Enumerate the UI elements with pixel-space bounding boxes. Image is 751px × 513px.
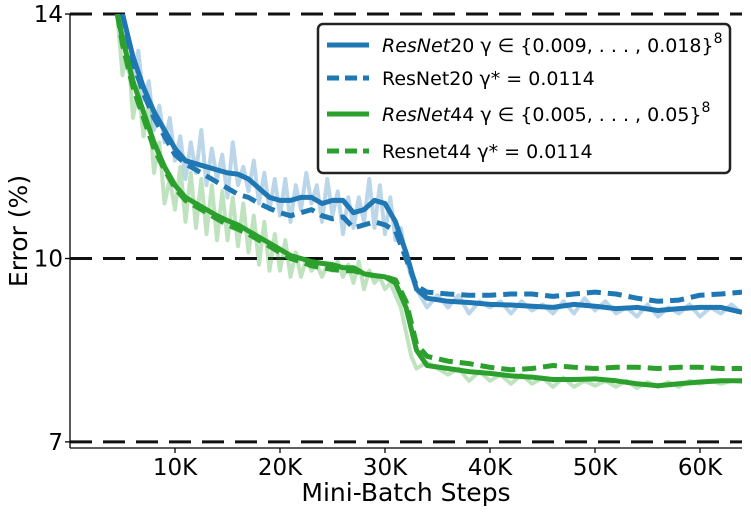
- y-tick-label: 14: [34, 2, 63, 28]
- x-tick-label: 30K: [363, 455, 408, 481]
- series-line: [114, 14, 742, 389]
- legend-label-text: Resnet44 γ* = 0.0114: [382, 141, 593, 163]
- x-ticks: 10K 20K 30K 40K 50K 60K: [153, 448, 723, 481]
- legend-label-sup: 8: [702, 100, 711, 116]
- x-tick-label: 50K: [573, 455, 618, 481]
- x-tick-label: 40K: [468, 455, 513, 481]
- y-axis-label: Error (%): [4, 175, 33, 287]
- y-ticks: 7 10 14: [34, 2, 70, 456]
- legend: ResNet20 γ ∈ {0.009, . . . , 0.018}8 Res…: [316, 22, 732, 175]
- series-line: [114, 14, 742, 373]
- series-line: [120, 14, 742, 304]
- series-line: [120, 14, 742, 315]
- legend-label-resnet44-range: ResNet44 γ ∈ {0.005, . . . , 0.05}8: [382, 100, 710, 126]
- legend-label-text: ResNet20 γ* = 0.0114: [382, 68, 595, 90]
- x-axis-label: Mini-Batch Steps: [301, 478, 510, 507]
- x-tick-label: 20K: [258, 455, 303, 481]
- legend-label-sup: 8: [714, 31, 723, 47]
- legend-label-text: 20 γ ∈ {0.009, . . . , 0.018}: [450, 35, 713, 57]
- main-lines: [114, 14, 742, 389]
- legend-label-text: 44 γ ∈ {0.005, . . . , 0.05}: [450, 104, 701, 126]
- y-tick-label: 7: [48, 430, 63, 456]
- legend-label-italic: ResNet: [382, 35, 452, 57]
- x-tick-label: 10K: [153, 455, 198, 481]
- y-tick-label: 10: [34, 247, 63, 273]
- noisy-series-line: [115, 14, 742, 391]
- legend-label-resnet20-best: ResNet20 γ* = 0.0114: [382, 68, 595, 90]
- x-tick-label: 60K: [678, 455, 723, 481]
- legend-label-resnet44-best: Resnet44 γ* = 0.0114: [382, 141, 593, 163]
- legend-label-resnet20-range: ResNet20 γ ∈ {0.009, . . . , 0.018}8: [382, 31, 723, 57]
- legend-label-italic: ResNet: [382, 104, 452, 126]
- legend-box: [316, 22, 732, 175]
